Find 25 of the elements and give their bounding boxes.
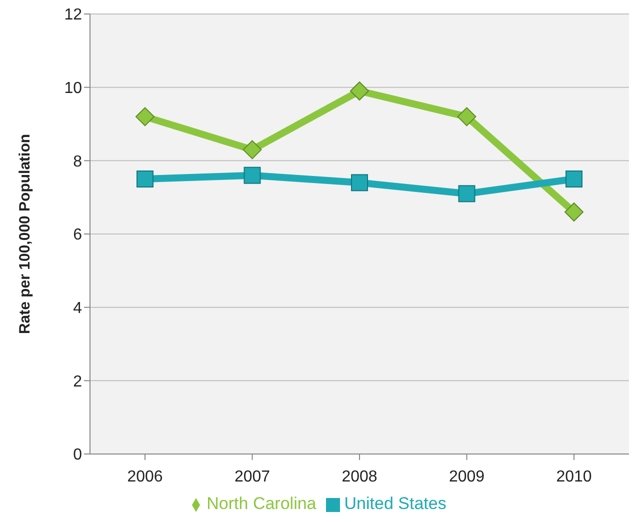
point bbox=[351, 174, 368, 192]
x-tick-label: 2010 bbox=[556, 468, 592, 486]
y-tick-label: 4 bbox=[73, 300, 82, 318]
point bbox=[566, 170, 582, 188]
legend-label: United States bbox=[344, 494, 446, 513]
point bbox=[136, 170, 154, 188]
x-tick-label: 2007 bbox=[234, 468, 270, 486]
y-tick-label: 12 bbox=[64, 6, 82, 24]
y-tick-label: 2 bbox=[73, 373, 82, 390]
point bbox=[564, 202, 584, 222]
point bbox=[458, 185, 476, 202]
x-tick-label: 2006 bbox=[127, 468, 163, 486]
point bbox=[242, 140, 262, 160]
y-axis-title: Rate per 100,000 Population bbox=[16, 134, 34, 334]
y-tick-label: 8 bbox=[73, 153, 82, 170]
x-tick-label: 2009 bbox=[448, 468, 485, 486]
point bbox=[457, 107, 476, 126]
point bbox=[136, 107, 154, 126]
point bbox=[350, 82, 369, 100]
point bbox=[244, 166, 261, 184]
y-tick-label: 0 bbox=[73, 446, 82, 464]
legend-label: North Carolina bbox=[206, 494, 316, 513]
y-tick-label: 6 bbox=[73, 226, 82, 244]
y-tick-label: 10 bbox=[64, 80, 82, 98]
x-tick-label: 2008 bbox=[342, 468, 378, 486]
